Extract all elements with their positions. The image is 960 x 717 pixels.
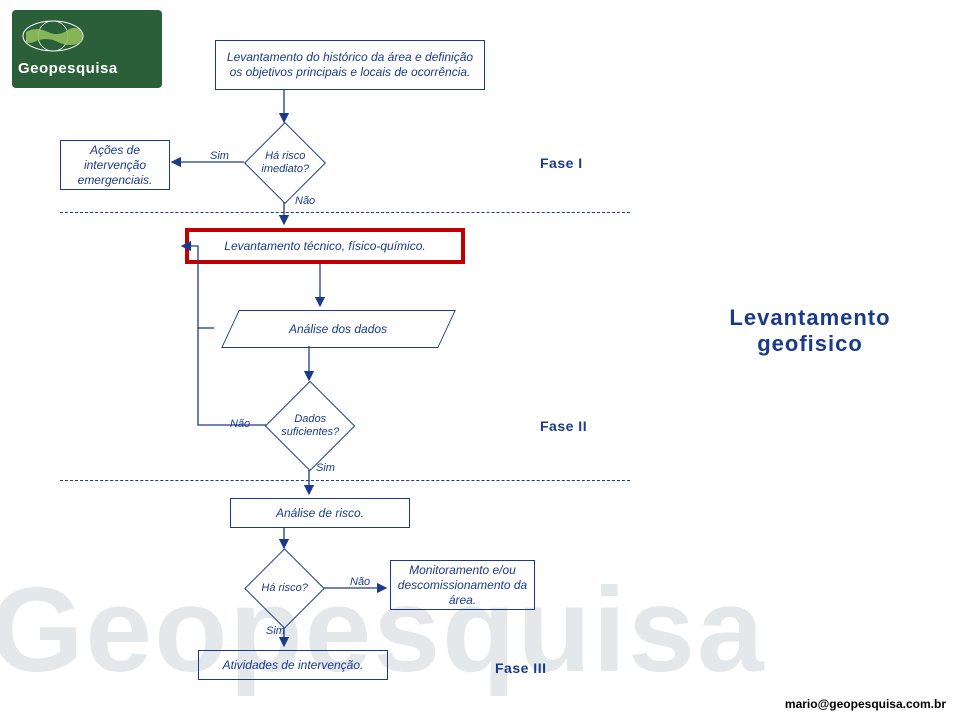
brand-name: Geopesquisa (18, 60, 156, 77)
edge-label-nao-3: Não (350, 576, 370, 588)
page-title: Levantamento geofisico (685, 305, 935, 358)
phase-divider-2 (60, 480, 630, 481)
footer-email: mario@geopesquisa.com.br (785, 697, 946, 711)
phase-3-label: Fase III (495, 660, 546, 676)
node-start: Levantamento do histórico da área e defi… (215, 40, 485, 90)
edge-label-nao-2: Não (230, 418, 250, 430)
decision-immediate-risk-text: Há risco imediato? (257, 150, 313, 175)
decision-data-text: Dados suficientes? (279, 413, 341, 438)
decision-risk-text: Há risco? (257, 582, 312, 595)
edge-label-sim-3: Sim (266, 625, 285, 637)
node-risk-analysis: Análise de risco. (230, 498, 410, 528)
brand-logo: Geopesquisa (12, 10, 162, 88)
analysis-data-text: Análise dos dados (289, 322, 387, 336)
node-decision-has-risk: Há risco? (244, 548, 325, 629)
node-decision-data-sufficient: Dados suficientes? (265, 381, 356, 472)
node-intervention: Atividades de intervenção. (198, 650, 388, 680)
node-monitoring: Monitoramento e/ou descomissionamento da… (390, 560, 535, 610)
node-analysis-data: Análise dos dados (221, 310, 456, 348)
phase-2-label: Fase II (540, 418, 587, 434)
title-line1: Levantamento (729, 305, 890, 330)
node-actions-emerg: Ações de intervenção emergenciais. (60, 140, 170, 190)
edge-label-nao-1: Não (295, 195, 315, 207)
edge-label-sim-2: Sim (316, 462, 335, 474)
node-survey-tech: Levantamento técnico, físico-químico. (185, 228, 465, 264)
phase-1-label: Fase I (540, 155, 583, 171)
edge-label-sim-1: Sim (210, 150, 229, 162)
node-decision-immediate-risk: Há risco imediato? (244, 122, 326, 204)
title-line2: geofisico (757, 331, 863, 356)
phase-divider-1 (60, 212, 630, 213)
